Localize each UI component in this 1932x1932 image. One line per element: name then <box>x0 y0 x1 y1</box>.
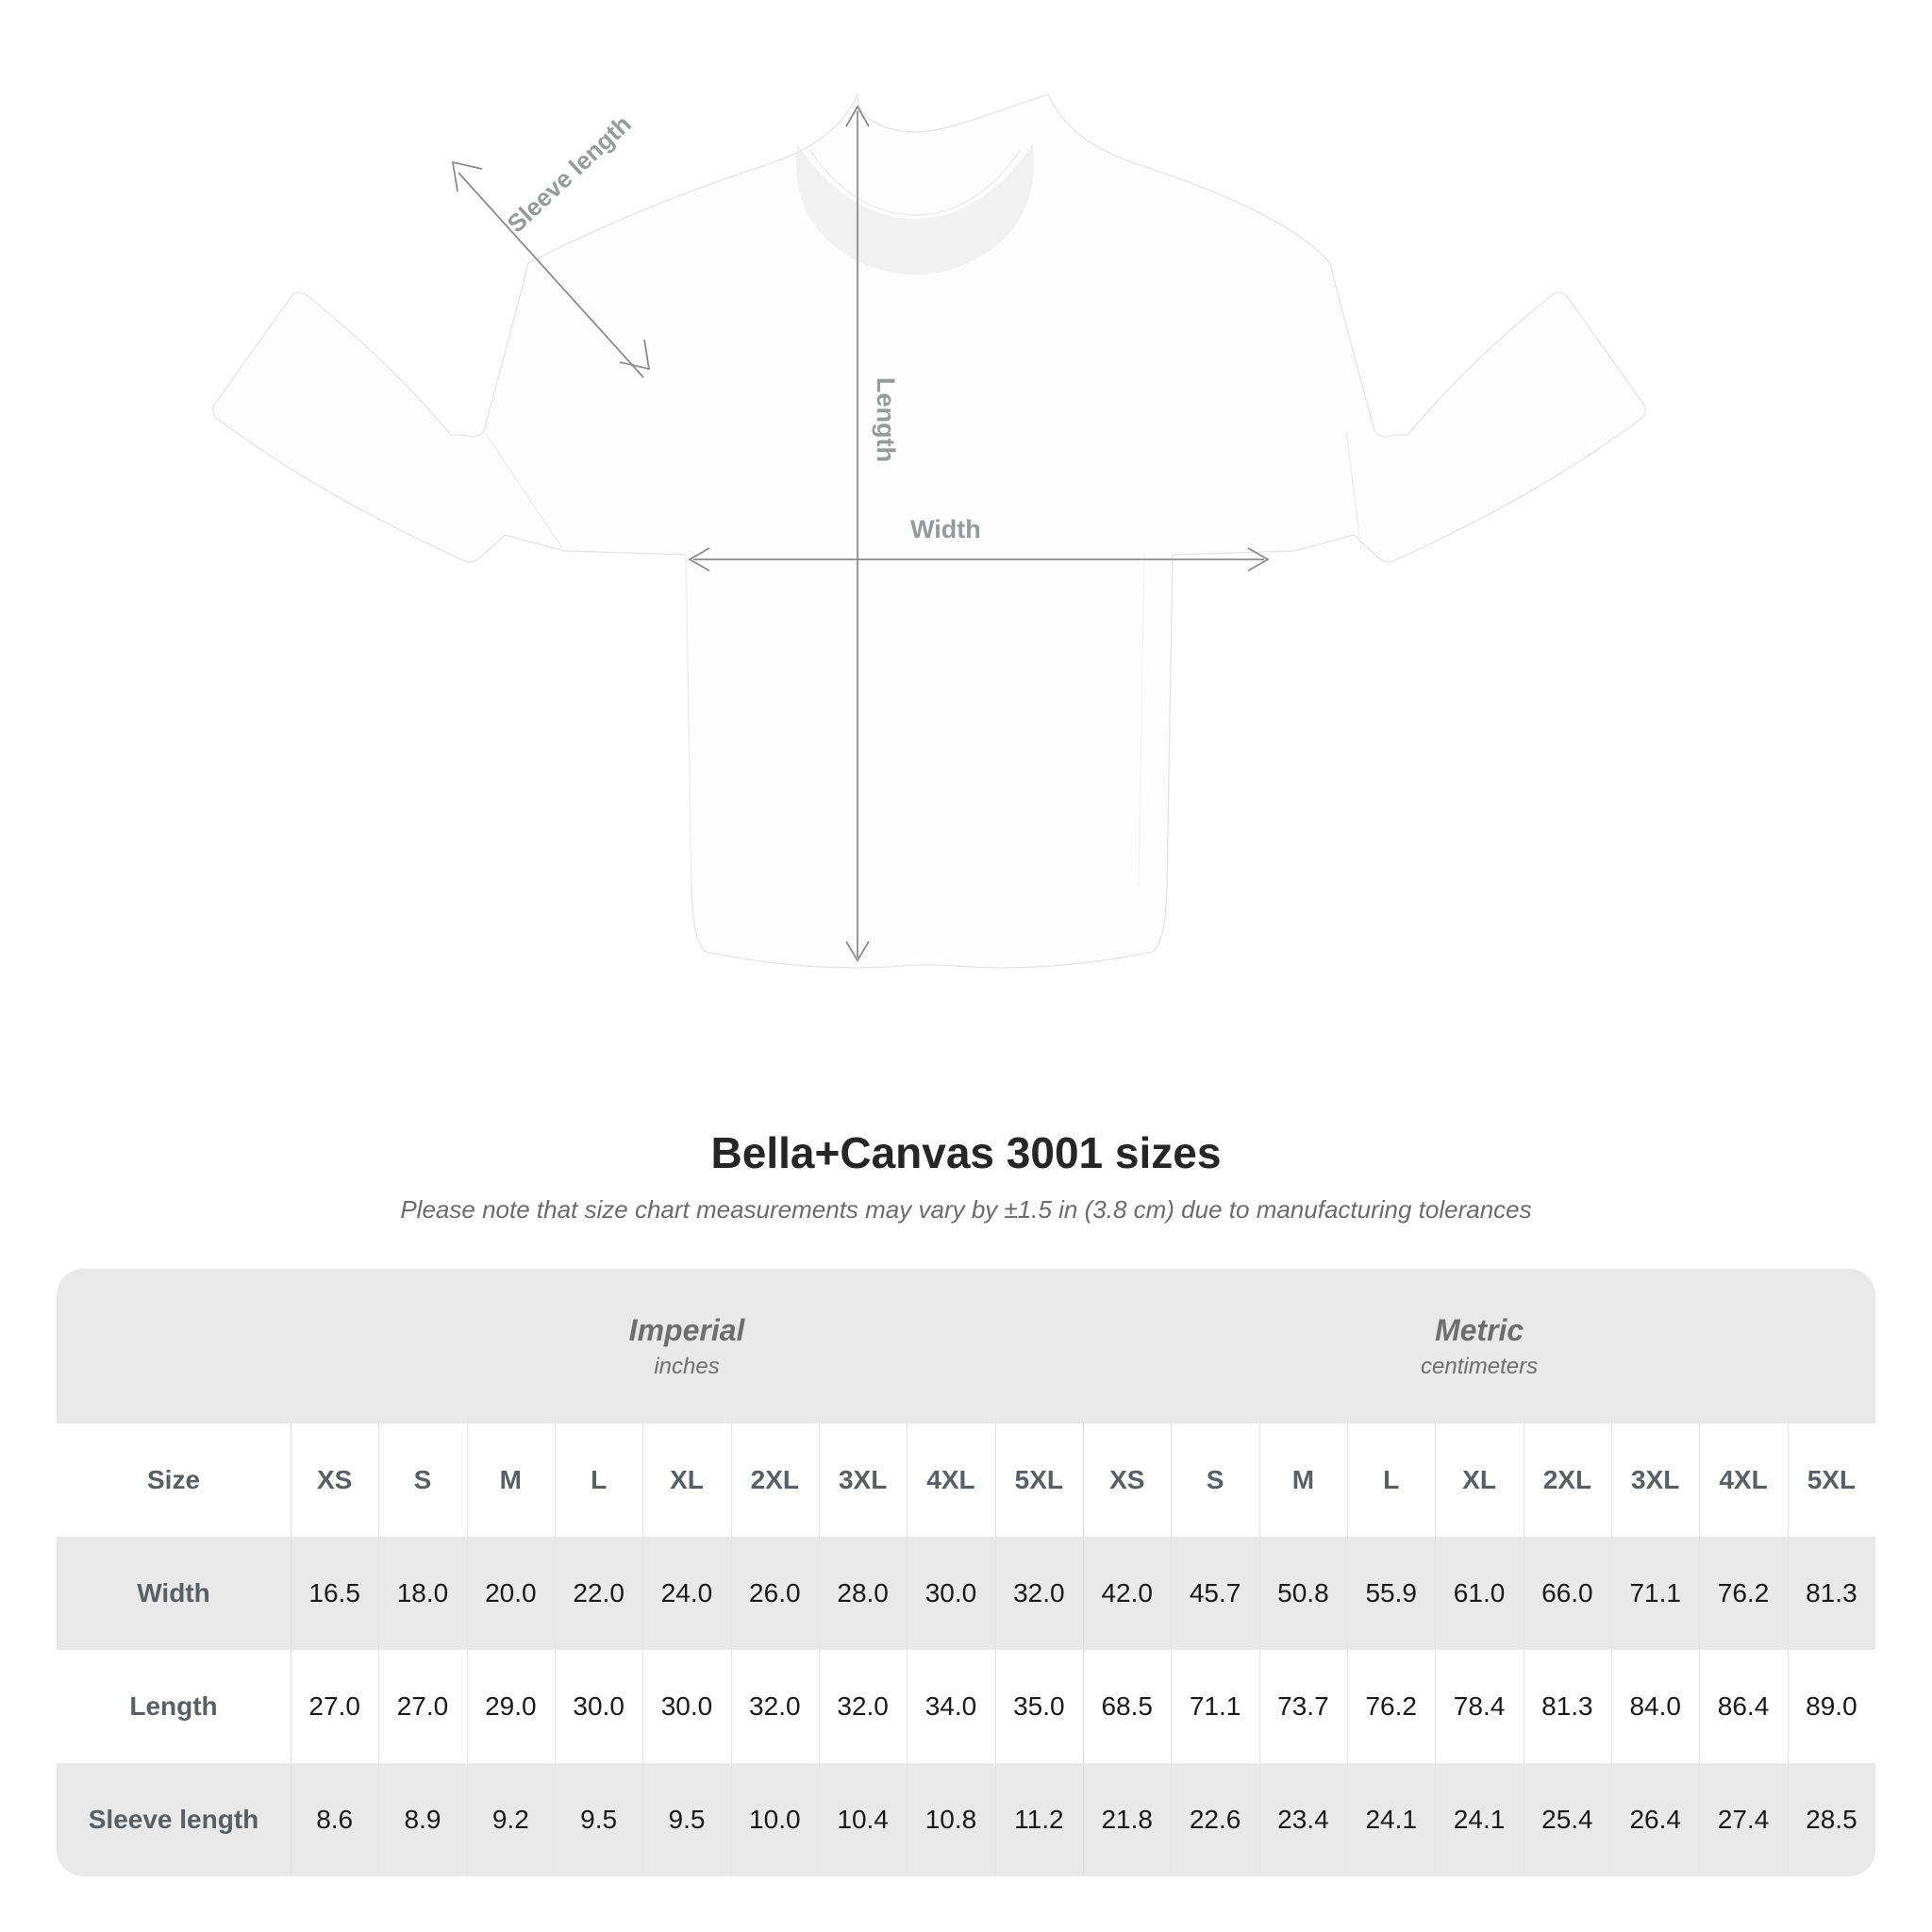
svg-text:Sleeve length: Sleeve length <box>502 109 637 238</box>
svg-text:Length: Length <box>872 377 900 462</box>
svg-text:Width: Width <box>910 515 981 543</box>
